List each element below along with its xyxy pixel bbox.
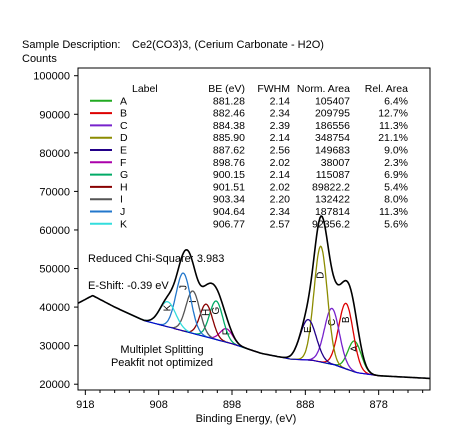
table-fwhm: 2.14: [270, 169, 291, 181]
legend-label: C: [120, 120, 128, 132]
x-axis-title: Binding Energy, (eV): [196, 413, 297, 425]
table-rel-area: 5.6%: [384, 218, 408, 230]
table-header-1: Label: [132, 83, 158, 95]
legend-label: J: [120, 206, 125, 218]
table-be: 901.51: [213, 181, 245, 193]
x-tick-label: 918: [76, 399, 94, 411]
legend-label: A: [120, 95, 127, 107]
component-peak-b: [308, 302, 384, 377]
y-tick-label: 50000: [39, 264, 70, 276]
peak-label-g: G: [211, 307, 222, 315]
legend-label: D: [120, 132, 128, 144]
note-peakfit: Peakfit not optimized: [111, 357, 213, 369]
table-be: 906.77: [213, 218, 245, 230]
table-area: 348754: [315, 132, 350, 144]
legend-label: K: [120, 218, 127, 230]
table-fwhm: 2.56: [270, 145, 291, 157]
table-fwhm: 2.14: [270, 95, 291, 107]
table-area: 115087: [316, 169, 350, 181]
table-be: 900.15: [213, 169, 245, 181]
table-header-5: Rel. Area: [365, 83, 408, 95]
legend-label: B: [120, 108, 127, 120]
energy-shift-annotation: E-Shift: -0.39 eV: [88, 280, 169, 292]
table-rel-area: 6.4%: [384, 95, 408, 107]
table-be: 882.46: [213, 108, 245, 120]
table-rel-area: 2.3%: [384, 157, 408, 169]
table-rel-area: 11.3%: [379, 206, 408, 218]
table-area: 186556: [315, 120, 350, 132]
table-fwhm: 2.57: [270, 218, 291, 230]
table-fwhm: 2.14: [270, 132, 291, 144]
table-fwhm: 2.02: [270, 157, 291, 169]
peak-label-h: H: [201, 309, 212, 316]
table-header-2: BE (eV): [208, 83, 245, 95]
sample-description-value: Ce2(CO3)3, (Cerium Carbonate - H2O): [132, 39, 324, 51]
peak-label-k: K: [163, 304, 174, 311]
y-tick-label: 90000: [39, 109, 70, 121]
y-tick-label: 70000: [39, 186, 70, 198]
table-be: 884.38: [213, 120, 245, 132]
peak-label-e: E: [303, 326, 314, 333]
table-area: 38007: [321, 157, 350, 169]
table-be: 887.62: [213, 145, 245, 157]
table-rel-area: 21.1%: [378, 132, 408, 144]
table-rel-area: 11.3%: [379, 120, 408, 132]
y-tick-label: 100000: [33, 71, 70, 83]
table-area: 132422: [315, 194, 350, 206]
table-rel-area: 6.9%: [384, 169, 408, 181]
peak-label-c: C: [327, 319, 338, 326]
table-fwhm: 2.34: [270, 108, 291, 120]
note-multiplet: Multiplet Splitting: [120, 344, 203, 356]
x-tick-label: 888: [296, 399, 314, 411]
table-area: 187814: [315, 206, 350, 218]
y-tick-label: 60000: [39, 225, 70, 237]
sample-description-label: Sample Description:: [22, 39, 121, 51]
table-area: 209795: [315, 108, 350, 120]
table-area: 105407: [315, 95, 350, 107]
table-be: 904.64: [213, 206, 245, 218]
table-fwhm: 2.02: [270, 181, 291, 193]
peak-label-i: I: [188, 300, 199, 303]
table-fwhm: 2.34: [270, 206, 291, 218]
y-axis-counts-label: Counts: [22, 53, 57, 65]
fit-envelope: [77, 214, 430, 380]
table-area: 92356.2: [312, 218, 350, 230]
peak-label-j: J: [178, 285, 189, 290]
peak-label-a: A: [350, 345, 361, 352]
table-header-3: FWHM: [257, 83, 290, 95]
table-rel-area: 12.7%: [378, 108, 408, 120]
legend-label: H: [120, 181, 128, 193]
legend-label: G: [120, 169, 128, 181]
legend-label: F: [120, 157, 126, 169]
y-tick-label: 30000: [39, 341, 70, 353]
table-fwhm: 2.20: [270, 194, 291, 206]
table-area: 89822.2: [312, 181, 350, 193]
plot-frame: [77, 67, 431, 391]
y-tick-label: 80000: [39, 148, 70, 160]
table-header-4: Norm. Area: [297, 83, 350, 95]
x-tick-label: 898: [223, 399, 241, 411]
table-be: 885.90: [213, 132, 245, 144]
table-fwhm: 2.39: [270, 120, 291, 132]
table-rel-area: 8.0%: [384, 194, 408, 206]
table-rel-area: 9.0%: [384, 145, 408, 157]
y-tick-label: 20000: [39, 379, 70, 391]
table-be: 903.34: [213, 194, 245, 206]
x-tick-label: 908: [149, 399, 167, 411]
component-peak-d: [286, 245, 356, 373]
peak-label-d: D: [316, 272, 327, 279]
x-tick-label: 878: [369, 399, 387, 411]
peak-label-b: B: [341, 316, 352, 323]
legend-label: E: [120, 145, 127, 157]
table-be: 881.28: [213, 95, 245, 107]
y-tick-label: 40000: [39, 302, 70, 314]
table-area: 149683: [315, 145, 350, 157]
table-rel-area: 5.4%: [384, 181, 408, 193]
legend-label: I: [120, 194, 123, 206]
table-be: 898.76: [213, 157, 245, 169]
chi-square-annotation: Reduced Chi-Square: 3.983: [88, 253, 224, 265]
